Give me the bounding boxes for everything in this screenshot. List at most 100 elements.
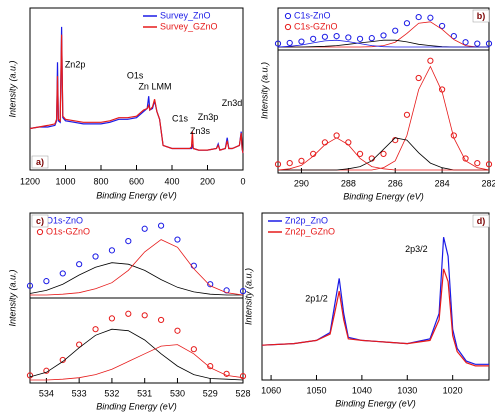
data-point: [321, 33, 328, 40]
x-tick-label: 534: [39, 388, 54, 398]
series-line: [29, 328, 244, 381]
data-point: [125, 238, 132, 245]
panel-label: d): [477, 216, 486, 226]
data-point: [141, 225, 148, 232]
panel-label: c): [36, 216, 44, 226]
x-tick-label: 1200: [20, 176, 40, 186]
data-point: [92, 326, 99, 333]
data-point: [59, 270, 66, 277]
data-point: [174, 327, 181, 334]
data-point: [474, 40, 481, 47]
data-point: [141, 312, 148, 319]
series-line: [30, 344, 244, 381]
series-line: [278, 65, 490, 171]
data-point: [26, 282, 34, 289]
data-point: [239, 288, 247, 295]
data-point: [380, 32, 387, 39]
data-point: [310, 35, 317, 42]
x-tick-label: 1020: [443, 385, 463, 395]
x-tick-label: 532: [104, 388, 119, 398]
annotation: Zn3d: [222, 98, 243, 108]
data-point: [298, 38, 305, 45]
data-point: [125, 310, 132, 317]
x-tick-label: 531: [137, 388, 152, 398]
data-point: [485, 40, 493, 47]
legend-swatch: [284, 23, 292, 31]
x-tick-label: 286: [388, 178, 403, 188]
legend-label: Zn2p_GZnO: [285, 226, 335, 236]
data-point: [298, 157, 305, 164]
x-tick-label: 533: [72, 388, 87, 398]
annotation: 2p1/2: [305, 293, 328, 303]
data-point: [356, 150, 364, 157]
data-point: [190, 262, 197, 269]
x-tick-label: 600: [129, 176, 144, 186]
x-tick-label: 1030: [397, 385, 417, 395]
data-point: [286, 160, 293, 167]
data-point: [174, 236, 181, 243]
legend-label: Survey_ZnO: [160, 10, 211, 20]
data-point: [108, 315, 116, 322]
legend-label: C1s-ZnO: [294, 10, 331, 20]
data-point: [345, 34, 352, 41]
x-tick-label: 288: [341, 178, 356, 188]
plot-frame: [277, 7, 490, 174]
data-point: [239, 373, 247, 380]
data-point: [427, 57, 434, 64]
data-point: [207, 363, 214, 370]
x-tick-label: 400: [164, 176, 179, 186]
annotation: 2p3/2: [405, 244, 428, 254]
data-point: [439, 22, 446, 30]
data-point: [43, 278, 50, 285]
x-axis-label: Binding Energy (eV): [343, 191, 424, 201]
x-tick-label: 1000: [55, 176, 75, 186]
series-line: [261, 268, 489, 367]
data-point: [190, 346, 197, 353]
data-point: [274, 40, 282, 47]
x-tick-label: 200: [200, 176, 215, 186]
panel-label-box: [31, 214, 49, 228]
series-line: [277, 39, 489, 48]
data-point: [403, 111, 411, 118]
x-tick-label: 1050: [306, 385, 326, 395]
data-point: [427, 14, 434, 21]
data-point: [403, 20, 411, 27]
data-point: [76, 261, 83, 268]
data-point: [26, 372, 34, 379]
panel-label-box: [472, 9, 490, 23]
x-tick-label: 530: [170, 388, 185, 398]
data-point: [157, 316, 165, 324]
data-point: [321, 139, 328, 146]
annotation: Zn3s: [190, 126, 211, 136]
x-axis-label: Binding Energy (eV): [96, 190, 177, 200]
series-line: [30, 239, 244, 296]
x-axis-label: Binding Energy (eV): [96, 401, 177, 411]
x-tick-label: 290: [294, 178, 309, 188]
x-tick-label: 1060: [261, 385, 281, 395]
y-axis-label: Intensity (a.u.): [243, 268, 253, 325]
data-point: [108, 247, 116, 254]
data-point: [485, 161, 493, 168]
data-point: [380, 150, 387, 157]
data-point: [207, 281, 214, 288]
legend-label: O1s-ZnO: [46, 215, 83, 225]
legend-label: O1s-GZnO: [46, 226, 90, 236]
annotation: Zn2p: [65, 60, 86, 70]
x-tick-label: 1040: [352, 385, 372, 395]
data-point: [333, 132, 340, 139]
legend-label: C1s-GZnO: [294, 21, 338, 31]
y-axis-label: Intensity (a.u.): [7, 269, 17, 326]
x-tick-label: 528: [235, 388, 250, 398]
panel-label-box: [31, 155, 49, 169]
y-axis-label: Intensity (a.u.): [7, 60, 17, 117]
data-point: [474, 160, 481, 167]
x-tick-label: 800: [93, 176, 108, 186]
data-point: [76, 341, 83, 348]
data-point: [462, 39, 469, 46]
series-line: [277, 137, 489, 171]
data-point: [59, 356, 66, 364]
y-axis-label: Intensity (a.u.): [259, 62, 269, 119]
annotation: Zn LMM: [138, 81, 171, 91]
